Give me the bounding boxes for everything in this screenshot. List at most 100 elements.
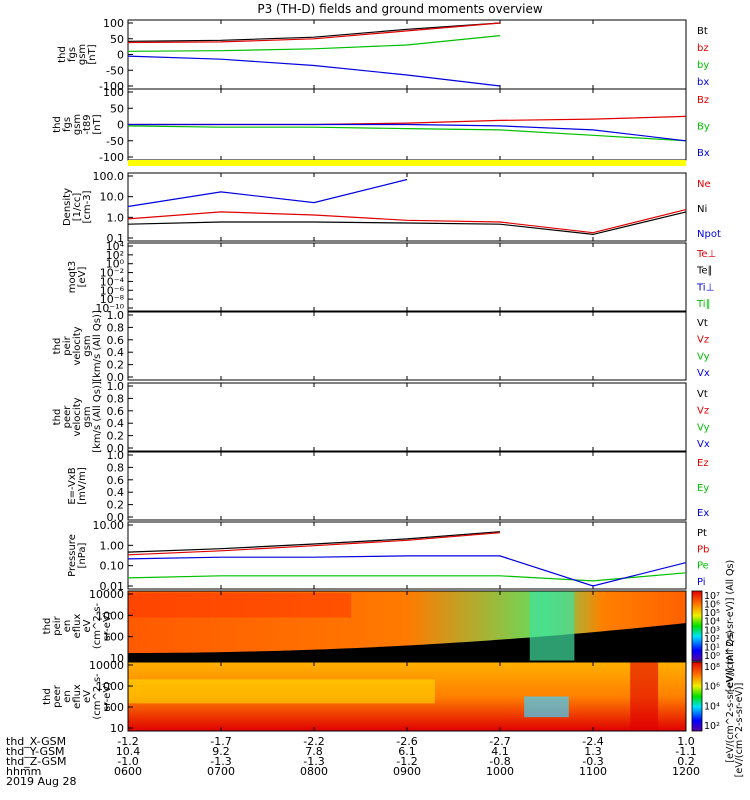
y-axis-label: thd [52,409,63,426]
legend-Ex: Ex [697,508,709,519]
panel-pressure: 10.00 1.00 0.10 0.01 Pressure [nPa] Pt Pb Pe Pi [67,519,709,593]
y-axis-label: [cm-3] [82,190,93,223]
ephemeris-value: 6.1 [398,745,416,758]
y-tick-label: 0.8 [107,461,125,474]
y-axis-label: thd [57,46,68,63]
legend-By: By [697,122,710,133]
panel-peer_spec: 10000 1000 100 10 thd peer en eflux eV (cm^2-s-sr… [42,630,736,762]
series-Pi [127,555,687,587]
y-tick-label: 0.6 [107,334,125,347]
ephemeris-value: -2.6 [396,735,417,748]
series-Pb [127,532,501,556]
legend-Npot: Npot [697,229,721,240]
series-Bx [128,123,687,142]
series-Bt [127,22,501,42]
y-tick-label: 10⁻² [100,267,124,280]
legend-Pe: Pe [697,561,709,572]
legend-Ti∥: Ti∥ [696,299,711,310]
y-axis-label: thd [52,338,63,355]
y-axis-label: sr-eV) [102,682,113,711]
y-tick-label: -100 [99,151,124,164]
y-tick-label: 0.0 [107,511,125,524]
ephemeris-value: 1.3 [584,745,602,758]
y-tick-label: 0.2 [107,359,125,372]
spectrogram-red-column [630,662,659,731]
y-tick-label: 100.0 [93,170,125,183]
y-axis-label: velocity [72,397,83,436]
ephemeris-value: -1.0 [117,755,138,768]
y-axis-label: (cm^2-s- [92,673,103,720]
panel-fgs: 100 50 0 -50 -100 thd fgs gsm [nT] Bt bz by bx [57,17,709,93]
panel-peer_vel: 1.00.80.60.40.20.0 thd peer velocity gsm [km/… [52,380,710,455]
ephemeris-row-label: thd_Z-GSM [6,755,66,768]
y-axis-label: fgs [67,47,78,62]
y-tick-label: 0.10 [100,560,125,573]
ephemeris-value: 1.0 [677,735,695,748]
panel-frame [127,311,687,381]
y-tick-label: 10⁻⁶ [100,284,125,297]
quality-flag-bar [128,160,686,166]
ephemeris-value: 0900 [393,765,421,778]
panel-efield: 1.00.80.60.40.20.0 E=-VxB [mV/m] Ez Ey Ex [67,449,709,524]
y-axis-label: peer [62,405,73,429]
colorbar-units-label: [eV/(cm^2-s-sr-eV)] [734,683,745,778]
legend-Vz: Vz [697,335,709,346]
legend-Te∥: Te∥ [696,266,713,277]
y-tick-label: 1000 [96,609,124,622]
y-tick-label: 0 [117,49,124,62]
y-tick-label: 10⁻¹⁰ [95,302,124,315]
ephemeris-value: -0.8 [489,755,510,768]
ephemeris-value: -1.3 [303,755,324,768]
y-tick-label: 0.8 [107,392,125,405]
legend-Pi: Pi [697,577,706,588]
y-axis-label: eflux [72,684,83,709]
colorbar-tick: 10⁸ [704,662,720,673]
y-tick-label: 100 [103,86,124,99]
y-axis-label: gsm [82,406,93,427]
ephemeris-value: -2.4 [582,735,603,748]
figure-title: P3 (TH-D) fields and ground moments over… [257,2,542,16]
ephemeris-row-label: thd_X-GSM [6,735,66,748]
colorbar-tick: 10⁴ [704,701,720,712]
y-tick-label: 10000 [89,659,124,672]
legend-Vx: Vx [697,368,710,379]
y-tick-label: 0.4 [107,417,125,430]
y-axis-label: [nT] [92,114,103,134]
legend-bx: bx [697,77,709,88]
series-by [127,35,501,52]
y-axis-label: [eV] [77,267,88,288]
y-axis-label: [nT] [87,44,98,64]
colorbar-tick: 10³ [704,625,720,636]
ephemeris-value: 1000 [486,765,514,778]
y-axis-label: en [62,690,73,703]
series-Pt [127,531,501,553]
colorbar-tick: 10⁴ [704,617,720,628]
ephemeris-row-label: hhmm [6,765,41,778]
y-tick-label: 10⁰ [106,258,125,271]
colorbar-tick: 10⁵ [704,608,720,619]
colorbar-tick: 10⁰ [704,651,720,662]
series-bz [127,22,501,44]
y-tick-label: 10⁻⁴ [100,275,125,288]
ephemeris-value: 0800 [300,765,328,778]
y-axis-label: gsm [72,114,83,135]
y-tick-label: 50 [110,33,124,46]
y-axis-label: Pressure [67,534,78,577]
series-Pe [127,572,687,582]
panel-frame [127,242,687,312]
ephemeris-value: -2.2 [303,735,324,748]
legend-Vt: Vt [697,318,708,329]
ephemeris-value: -1.7 [210,735,231,748]
y-tick-label: 0.1 [107,232,125,245]
y-axis-label: peir [62,335,73,355]
y-axis-label: sr-eV) [102,611,113,640]
y-axis-label: eflux [72,614,83,639]
ephemeris-value: 1100 [579,765,607,778]
colorbar-tick: 10² [704,634,720,645]
y-tick-label: 100 [103,701,124,714]
y-tick-label: 0.8 [107,321,125,334]
y-tick-label: 10.0 [100,191,125,204]
ephemeris-value: -1.2 [396,755,417,768]
legend-Vz: Vz [697,406,709,417]
y-axis-label: peir [52,615,63,635]
